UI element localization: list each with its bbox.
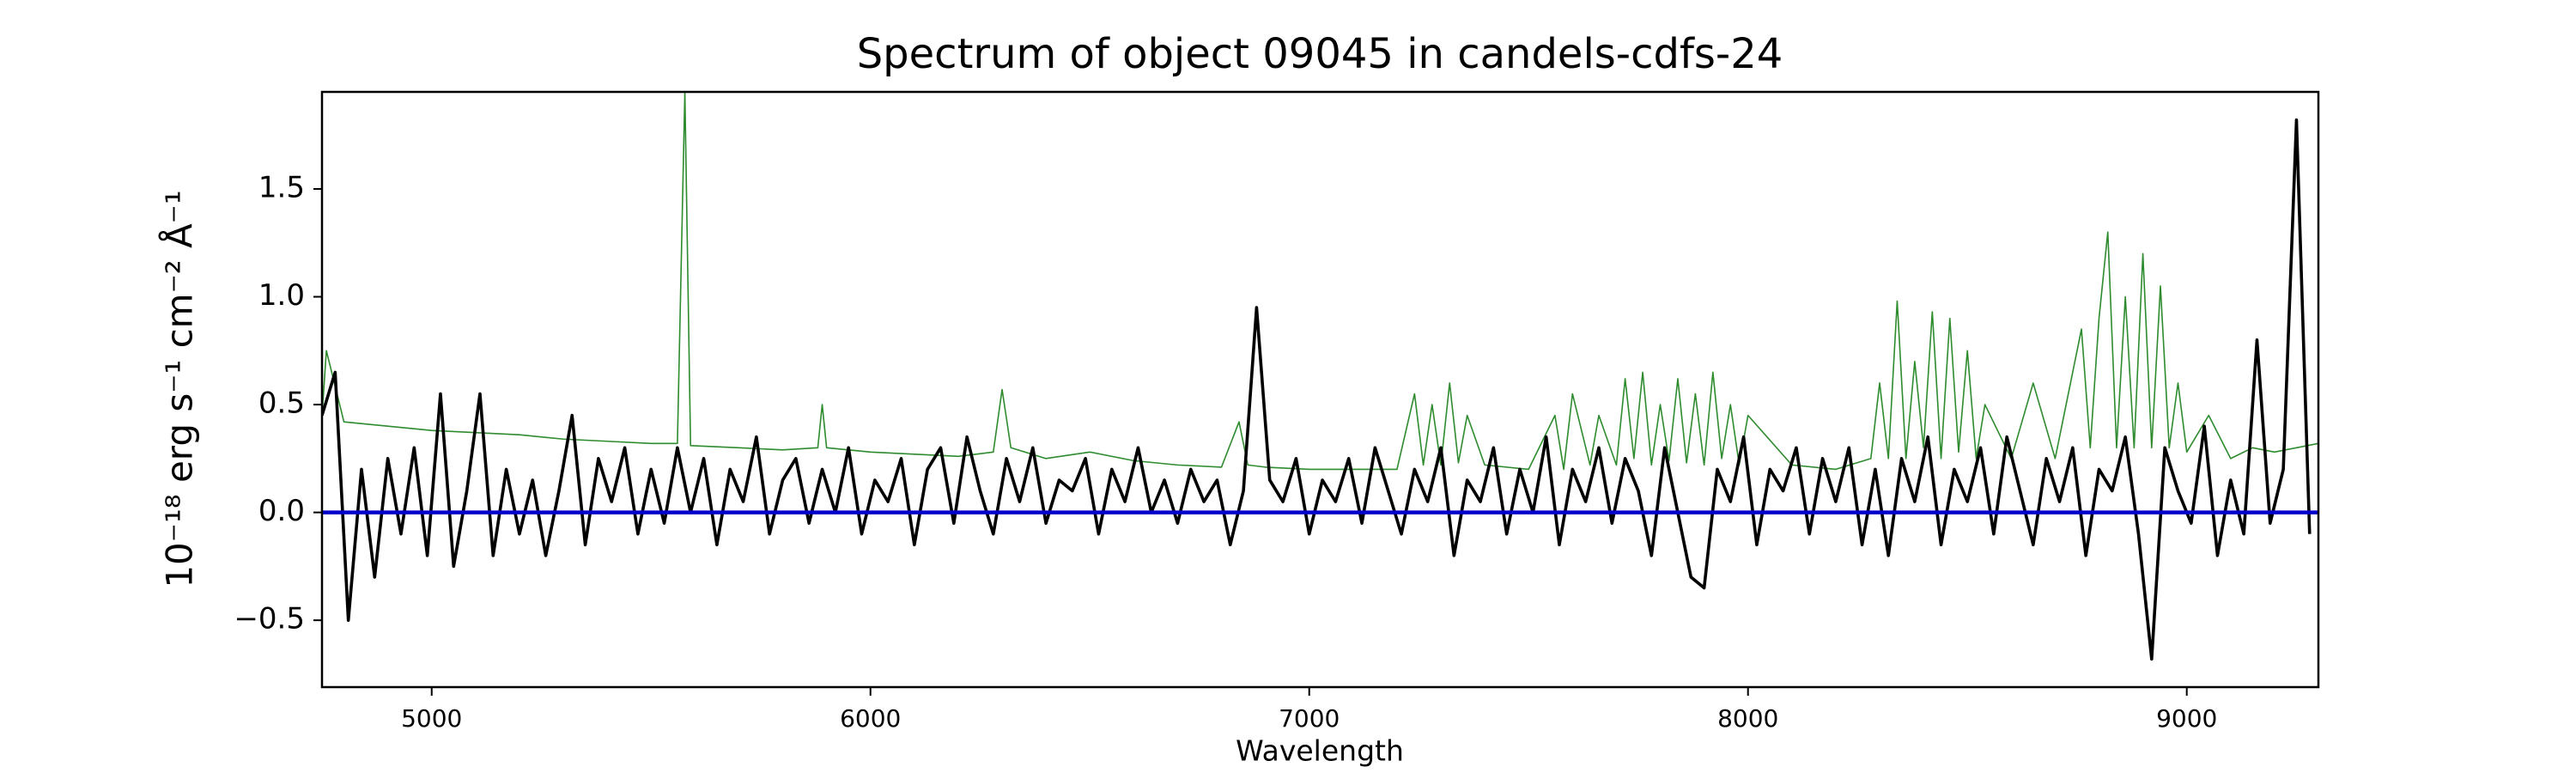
y-tick-label: 0.0 (258, 494, 305, 528)
x-tick-label: 6000 (840, 704, 901, 733)
y-tick-label: 1.5 (258, 170, 305, 204)
x-tick-label: 7000 (1279, 704, 1340, 733)
x-tick-label: 9000 (2156, 704, 2217, 733)
chart-title: Spectrum of object 09045 in candels-cdfs… (857, 30, 1783, 78)
x-tick-label: 8000 (1717, 704, 1778, 733)
x-axis-label: Wavelength (1236, 734, 1404, 768)
x-tick-label: 5000 (401, 704, 462, 733)
y-tick-label: 1.0 (258, 278, 305, 313)
axes-frame (320, 90, 2320, 689)
spectrum-line (322, 118, 2312, 661)
spectrum-line (322, 92, 2318, 471)
y-axis-label: 10⁻¹⁸ erg s⁻¹ cm⁻² Å⁻¹ (158, 190, 201, 587)
plot-area (322, 92, 2318, 661)
y-tick-label: −0.5 (234, 602, 305, 636)
y-tick-label: 0.5 (258, 386, 305, 421)
